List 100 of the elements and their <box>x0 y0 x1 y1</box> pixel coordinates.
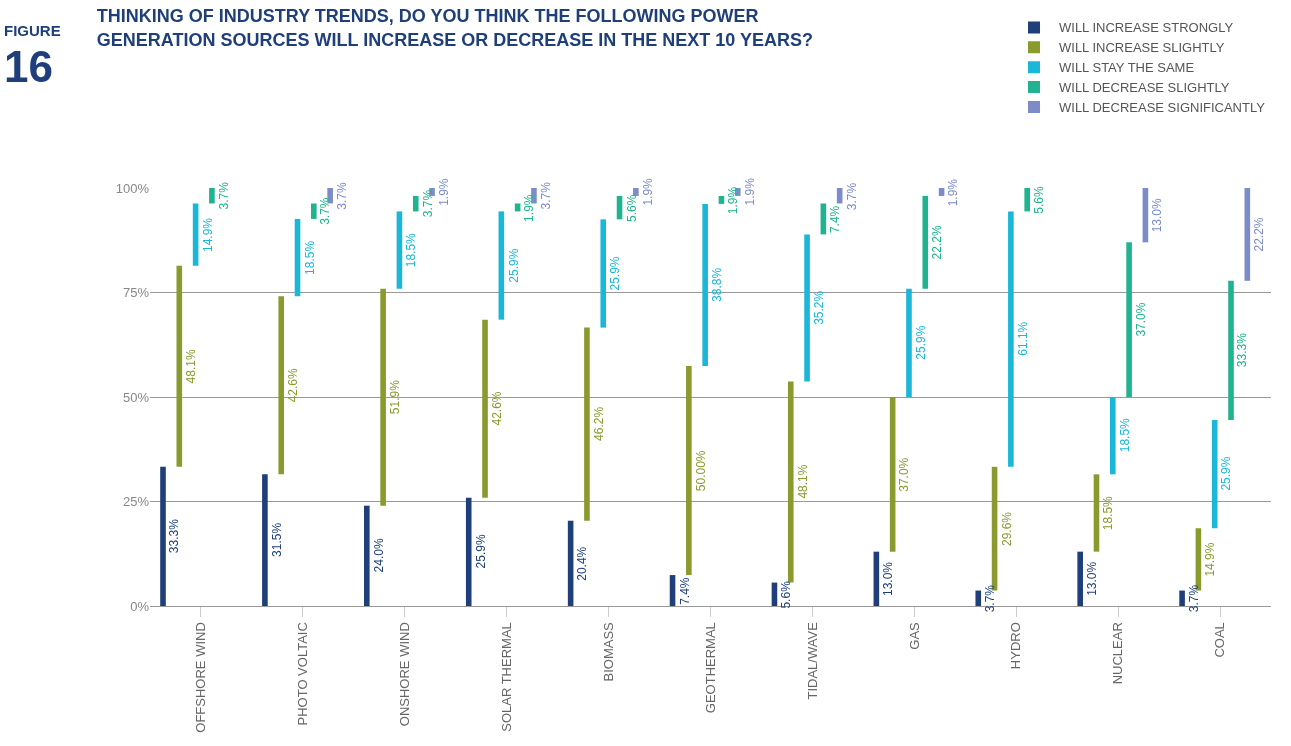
data-label: 13.0% <box>1085 561 1100 596</box>
text: FIGURE <box>4 22 61 39</box>
data-label: 31.5% <box>269 522 284 557</box>
bar <box>922 195 929 289</box>
legend-label: WILL STAY THE SAME <box>1059 60 1195 76</box>
bar <box>531 188 537 204</box>
bar <box>1093 474 1100 552</box>
bar <box>975 590 982 606</box>
data-label: 3.7% <box>1186 584 1201 613</box>
data-label: 18.5% <box>404 232 419 268</box>
data-label: 3.7% <box>216 181 231 210</box>
data-label: 3.7% <box>335 181 350 210</box>
bar <box>465 497 472 606</box>
data-label: 24.0% <box>371 538 386 573</box>
y-tick-label: 0% <box>130 598 150 614</box>
data-label: 33.3% <box>167 518 182 554</box>
bar <box>311 203 317 219</box>
data-label: 48.1% <box>183 349 198 384</box>
data-label: 42.6% <box>490 391 505 426</box>
bar <box>396 211 403 289</box>
legend-label: WILL INCREASE SLIGHTLY <box>1059 40 1225 56</box>
data-label: 3.7% <box>982 584 997 613</box>
x-tick-label: ONSHORE WIND <box>396 622 412 727</box>
data-label: 38.8% <box>709 267 724 302</box>
data-label: 25.9% <box>506 248 521 283</box>
data-label: 1.9% <box>742 177 757 206</box>
data-label: 5.6% <box>1032 186 1047 214</box>
x-tick-label: BIOMASS <box>600 621 616 682</box>
bar <box>192 203 199 266</box>
data-label: 3.7% <box>844 182 859 211</box>
data-label: 13.0% <box>1150 198 1165 233</box>
bar <box>412 195 419 212</box>
x-tick-label: GEOTHERMAL <box>702 622 718 714</box>
data-label: 1.9% <box>726 186 741 215</box>
data-label: 29.6% <box>999 511 1014 547</box>
data-label: 50.00% <box>694 450 709 492</box>
data-label: 14.9% <box>200 217 215 253</box>
data-label: 13.0% <box>881 561 896 596</box>
data-label: 51.9% <box>387 379 402 415</box>
bar <box>364 505 370 606</box>
x-tick-label: COAL <box>1212 622 1228 658</box>
text: 16 <box>4 42 53 91</box>
bar <box>906 288 912 397</box>
bar <box>600 219 607 328</box>
bar <box>482 319 488 498</box>
data-label: 18.5% <box>1101 495 1116 531</box>
data-label: 14.9% <box>1202 542 1217 577</box>
bar <box>278 296 285 475</box>
x-tick-label: TIDAL/WAVE <box>804 621 820 700</box>
bar <box>327 188 333 204</box>
data-label: 20.4% <box>575 546 590 581</box>
legend-label: WILL INCREASE STRONGLY <box>1059 20 1234 36</box>
data-label: 7.4% <box>828 205 843 234</box>
bar <box>787 381 794 583</box>
data-label: 25.9% <box>1219 456 1234 491</box>
data-label: 3.7% <box>539 181 554 210</box>
data-label: 42.6% <box>285 367 300 403</box>
bar <box>938 188 945 196</box>
bar <box>1126 242 1132 397</box>
bar <box>1211 419 1218 529</box>
bar <box>380 288 386 506</box>
legend-label: WILL DECREASE SLIGHTLY <box>1059 80 1230 96</box>
bar <box>1179 590 1185 606</box>
data-label: 25.9% <box>913 325 928 360</box>
data-label: 3.7% <box>318 197 333 225</box>
y-tick-label: 100% <box>115 180 150 196</box>
data-label: 1.9% <box>522 194 536 222</box>
bar <box>1024 188 1030 212</box>
bar <box>633 188 639 196</box>
bar <box>160 466 166 606</box>
y-tick-label: 50% <box>122 389 150 405</box>
x-tick-label: OFFSHORE WIND <box>193 622 209 733</box>
data-label: 37.0% <box>897 457 912 492</box>
bar <box>804 234 810 382</box>
x-tick-label: GAS <box>906 621 922 650</box>
bar <box>686 366 692 576</box>
data-label: 35.2% <box>811 290 826 325</box>
data-label: 5.6% <box>778 580 793 609</box>
y-tick-label: 25% <box>122 494 150 510</box>
data-label: 25.9% <box>607 256 622 291</box>
x-tick-label: SOLAR THERMAL <box>498 622 514 732</box>
data-label: 61.1% <box>1015 321 1030 356</box>
bar <box>1008 211 1014 467</box>
data-label: 18.5% <box>1117 417 1132 453</box>
data-label: 1.9% <box>640 177 655 206</box>
data-label: 7.4% <box>677 577 692 605</box>
y-tick-label: 75% <box>122 285 150 301</box>
data-label: 18.5% <box>302 240 317 275</box>
data-label: 48.1% <box>795 464 810 499</box>
data-label: 22.2% <box>1251 217 1266 252</box>
bar <box>498 211 505 320</box>
data-label: 22.2% <box>929 225 944 260</box>
data-label: 46.2% <box>591 406 606 441</box>
data-label: 3.7% <box>420 189 435 218</box>
bar <box>1077 551 1083 606</box>
x-tick-label: NUCLEAR <box>1110 622 1126 685</box>
x-tick-label: PHOTO VOLTAIC <box>295 622 311 726</box>
x-tick-label: HYDRO <box>1008 622 1024 670</box>
chart-title: THINKING OF INDUSTRY TRENDS, DO YOU THINK THE FOLLOWING POWER GENERATION SOURCES WILL INCREASE OR DECREASE IN THE NEXT 10 YEARS? <box>96 6 813 50</box>
bar <box>702 203 708 367</box>
